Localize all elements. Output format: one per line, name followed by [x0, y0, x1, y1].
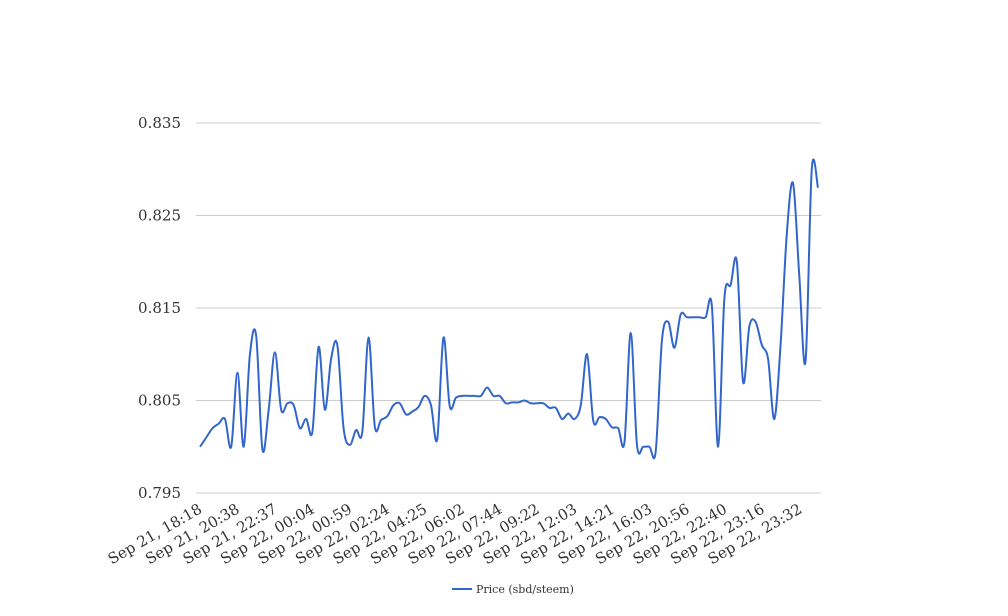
y-axis-ticks: 0.795 0.805 0.815 0.825 0.835 — [138, 114, 181, 502]
y-tick-label: 0.805 — [138, 392, 181, 410]
series-layer — [199, 158, 819, 460]
y-tick-label: 0.795 — [138, 484, 181, 502]
gridlines — [196, 122, 821, 494]
y-tick-label: 0.815 — [138, 299, 181, 317]
legend: Price (sbd/steem) — [452, 583, 574, 596]
y-tick-label: 0.835 — [138, 114, 181, 132]
legend-label-price: Price (sbd/steem) — [476, 583, 574, 596]
series-line-price — [199, 158, 819, 460]
y-tick-label: 0.825 — [138, 207, 181, 225]
